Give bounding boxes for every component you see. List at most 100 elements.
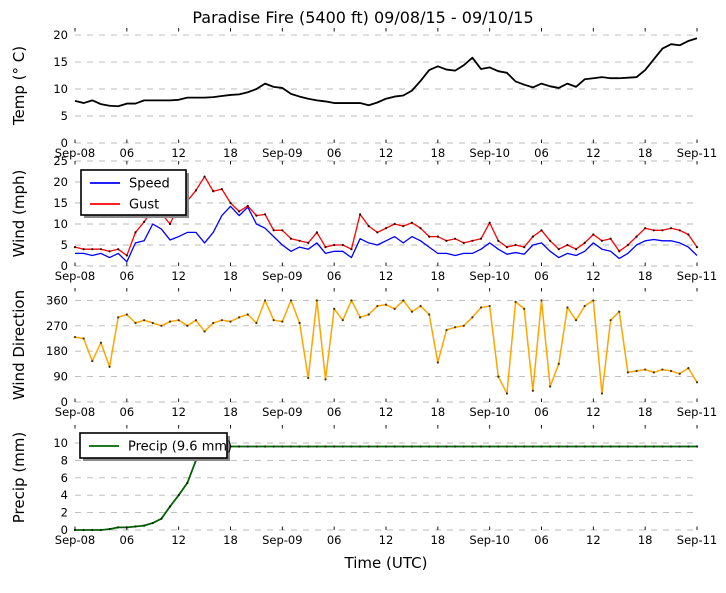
data-point-marker [609,237,612,240]
data-point-marker [298,445,301,448]
x-tick-label: 12 [586,269,601,283]
data-point-marker [678,372,681,375]
data-point-marker [125,254,128,257]
data-point-marker [479,445,483,448]
x-tick-label: 18 [638,405,653,419]
data-point-marker [91,528,94,532]
data-point-marker [376,445,379,448]
x-tick-label: 18 [638,146,653,160]
data-point-marker [626,445,629,448]
data-point-marker [661,229,664,232]
x-tick-label: 06 [327,146,342,160]
data-point-marker [289,237,293,240]
data-point-marker [324,445,327,448]
x-tick-label: Sep-11 [677,405,717,419]
x-tick-label: 12 [171,405,186,419]
x-tick-label: Sep-11 [677,146,717,160]
y-tick-label: 90 [53,370,68,384]
panel-2: 0 90 180 270 360 Sep-08 06 12 18 Sep-09 06 12 18 Sep-… [10,288,717,419]
data-point-marker [350,299,353,302]
x-tick-label: 06 [534,146,549,160]
x-tick-label: Sep-09 [262,269,302,283]
data-point-marker [134,231,137,234]
data-point-marker [661,368,664,371]
data-point-marker [523,445,526,448]
series-line-temp [74,37,698,108]
x-tick-label: 12 [171,146,186,160]
data-point-marker [143,220,146,223]
data-point-marker [186,324,189,327]
data-point-marker [626,371,629,374]
data-point-marker [367,313,370,316]
data-point-marker [324,246,327,249]
data-point-marker [99,341,103,344]
data-point-marker [557,362,560,366]
data-point-marker [531,445,534,448]
x-tick-label: 18 [638,269,653,283]
data-point-marker [687,445,690,448]
data-point-marker [203,330,206,333]
y-tick-label: 15 [53,55,68,69]
data-point-marker [263,445,267,448]
data-point-marker [91,359,94,363]
y-tick-label: 15 [53,196,68,210]
data-point-marker [609,319,612,322]
data-point-marker [557,445,560,448]
data-point-marker [298,239,301,242]
data-point-marker [263,213,267,216]
data-point-marker [333,307,336,310]
data-point-marker [592,299,595,302]
data-point-marker [540,445,543,448]
data-point-marker [549,385,552,388]
data-point-marker [289,445,293,448]
x-tick-label: 06 [534,405,549,419]
data-point-marker [384,445,388,448]
data-point-marker [419,445,422,448]
data-point-marker [479,237,483,240]
data-point-marker [669,369,673,373]
legend: Precip (9.6 mm) [79,432,232,461]
data-point-marker [99,528,103,532]
data-point-marker [212,190,215,193]
data-point-marker [73,246,77,249]
x-tick-label: 18 [223,405,238,419]
x-tick-label: 12 [586,533,601,547]
x-tick-label: Sep-08 [55,146,95,160]
series-line-speed [75,205,698,263]
data-point-marker [661,445,664,448]
data-point-marker [540,229,543,232]
x-tick-label: Sep-09 [262,146,302,160]
data-point-marker [220,188,223,191]
data-point-marker [393,445,396,448]
x-tick-label: 18 [431,269,446,283]
panel-3: 0 2 4 6 8 10 Sep-08 06 12 18 Sep-09 06 12 18 Sep-10 06 1… [10,425,717,547]
data-point-marker [445,445,448,448]
data-point-marker [194,189,198,192]
x-tick-label: 06 [120,269,135,283]
legend-label: Precip (9.6 mm) [128,440,232,455]
x-tick-label: Sep-11 [677,269,717,283]
data-point-marker [497,445,500,448]
data-point-marker [358,445,362,448]
data-point-marker [194,319,198,322]
data-point-marker [134,321,137,325]
data-point-marker [566,445,569,448]
data-point-marker [583,304,586,308]
y-tick-label: 360 [46,293,68,307]
data-point-marker [315,231,318,234]
y-tick-label: 8 [61,453,68,467]
y-tick-label: 6 [61,471,68,485]
data-point-marker [419,227,422,230]
y-axis-label: Wind (mph) [10,170,28,258]
data-point-marker [566,243,569,247]
x-tick-label: 12 [379,146,394,160]
data-point-marker [203,175,206,178]
data-point-marker [652,371,655,374]
data-point-marker [117,248,120,251]
data-point-marker [177,319,180,322]
data-point-marker [315,445,318,448]
data-point-marker [229,320,232,323]
data-point-marker [531,235,534,238]
x-tick-label: 06 [120,146,135,160]
